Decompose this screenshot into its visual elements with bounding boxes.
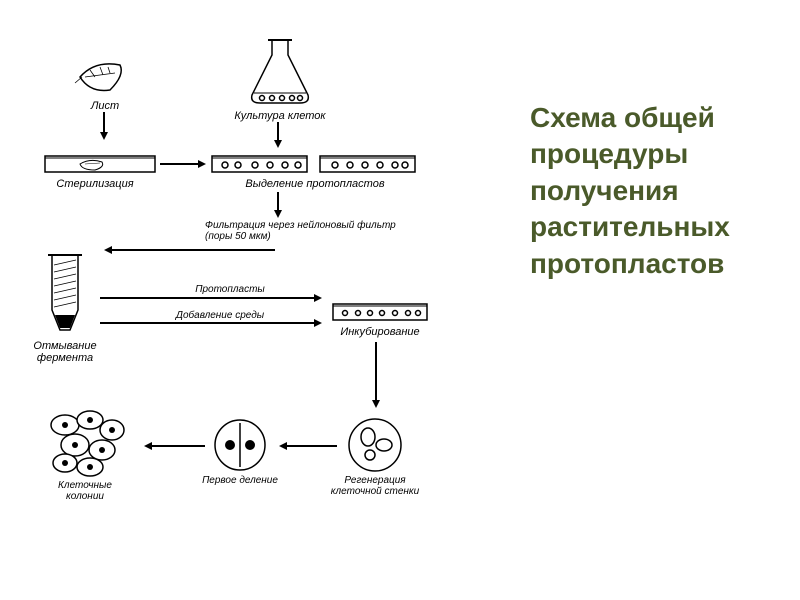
arrow-isolate-filter	[272, 192, 292, 220]
node-regeneration: Регенерация клеточной стенки	[340, 415, 430, 497]
node-flask: Культура клеток	[240, 35, 330, 122]
arrow-flask-isolate	[272, 122, 292, 150]
dish-steril-icon	[40, 148, 160, 178]
dish-incub-icon	[330, 298, 430, 326]
arrow-leaf-steril	[98, 112, 118, 142]
leaf-icon	[70, 55, 140, 100]
arrow-division-colony	[140, 440, 210, 454]
steril-label: Стерилизация	[40, 178, 150, 190]
media-label: Добавление среды	[130, 310, 310, 321]
flowchart-diagram: Лист Культура клеток Стерили	[20, 30, 510, 570]
division-cell-icon	[210, 415, 270, 475]
wash-label: Отмывание фермента	[25, 340, 105, 364]
proto-label: Протопласты	[150, 284, 310, 295]
arrow-steril-isolate	[160, 158, 210, 172]
leaf-label: Лист	[70, 100, 140, 112]
division-label: Первое деление	[200, 475, 280, 486]
arrow-filter-wash	[100, 230, 280, 270]
diagram-title: Схема общей процедуры получения растител…	[530, 100, 780, 282]
incub-label: Инкубирование	[330, 326, 430, 338]
node-sterilization: Стерилизация	[40, 148, 160, 190]
colony-label: Клеточные колонии	[40, 480, 130, 502]
title-block: Схема общей процедуры получения растител…	[530, 100, 780, 282]
regen-label: Регенерация клеточной стенки	[320, 475, 430, 497]
arrow-regen-division	[275, 440, 340, 454]
node-leaf: Лист	[70, 55, 140, 112]
arrow-incub-regen	[370, 342, 390, 412]
node-isolation: Выделение протопластов	[210, 148, 420, 190]
node-wash: Отмывание фермента	[40, 250, 105, 364]
node-incubation: Инкубирование	[330, 298, 430, 338]
colony-icon	[40, 405, 140, 480]
flask-icon	[240, 35, 320, 110]
dishes-isolate-icon	[210, 148, 420, 178]
node-colony: Клеточные колонии	[40, 405, 140, 502]
node-division: Первое деление	[210, 415, 280, 486]
tube-icon	[40, 250, 90, 340]
regen-cell-icon	[340, 415, 410, 475]
isolate-label: Выделение протопластов	[210, 178, 420, 190]
flask-label: Культура клеток	[230, 110, 330, 122]
